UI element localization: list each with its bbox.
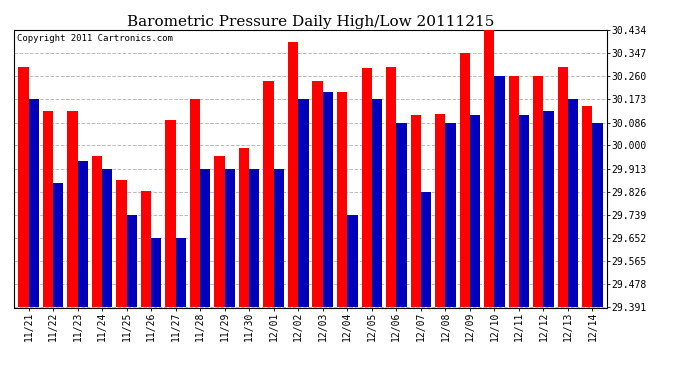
Bar <box>53 183 63 308</box>
Bar <box>347 215 357 308</box>
Bar <box>519 116 529 308</box>
Bar <box>509 76 519 308</box>
Bar <box>274 169 284 308</box>
Bar <box>323 92 333 308</box>
Bar <box>102 169 112 308</box>
Bar <box>533 76 544 308</box>
Bar <box>239 148 249 308</box>
Bar <box>445 123 455 308</box>
Bar <box>67 111 77 308</box>
Bar <box>151 238 161 308</box>
Bar <box>43 111 53 308</box>
Bar <box>421 192 431 308</box>
Bar <box>386 67 396 308</box>
Bar <box>190 99 200 308</box>
Bar <box>411 115 421 308</box>
Text: Copyright 2011 Cartronics.com: Copyright 2011 Cartronics.com <box>17 34 172 43</box>
Bar <box>495 76 504 308</box>
Title: Barometric Pressure Daily High/Low 20111215: Barometric Pressure Daily High/Low 20111… <box>127 15 494 29</box>
Bar <box>28 99 39 308</box>
Bar <box>200 169 210 308</box>
Bar <box>544 111 554 308</box>
Bar <box>264 81 274 308</box>
Bar <box>298 99 308 308</box>
Bar <box>484 30 495 308</box>
Bar <box>593 123 603 308</box>
Bar <box>558 67 568 308</box>
Bar <box>18 67 28 308</box>
Bar <box>568 99 578 308</box>
Bar <box>337 92 347 308</box>
Bar <box>117 180 126 308</box>
Bar <box>126 215 137 308</box>
Bar <box>435 114 445 308</box>
Bar <box>460 53 470 307</box>
Bar <box>288 42 298 308</box>
Bar <box>470 116 480 308</box>
Bar <box>92 156 102 308</box>
Bar <box>215 156 225 308</box>
Bar <box>176 238 186 308</box>
Bar <box>249 169 259 308</box>
Bar <box>77 161 88 308</box>
Bar <box>313 81 323 308</box>
Bar <box>372 99 382 308</box>
Bar <box>582 105 593 308</box>
Bar <box>141 191 151 308</box>
Bar <box>396 123 406 308</box>
Bar <box>166 120 176 308</box>
Bar <box>362 68 372 308</box>
Bar <box>225 169 235 308</box>
